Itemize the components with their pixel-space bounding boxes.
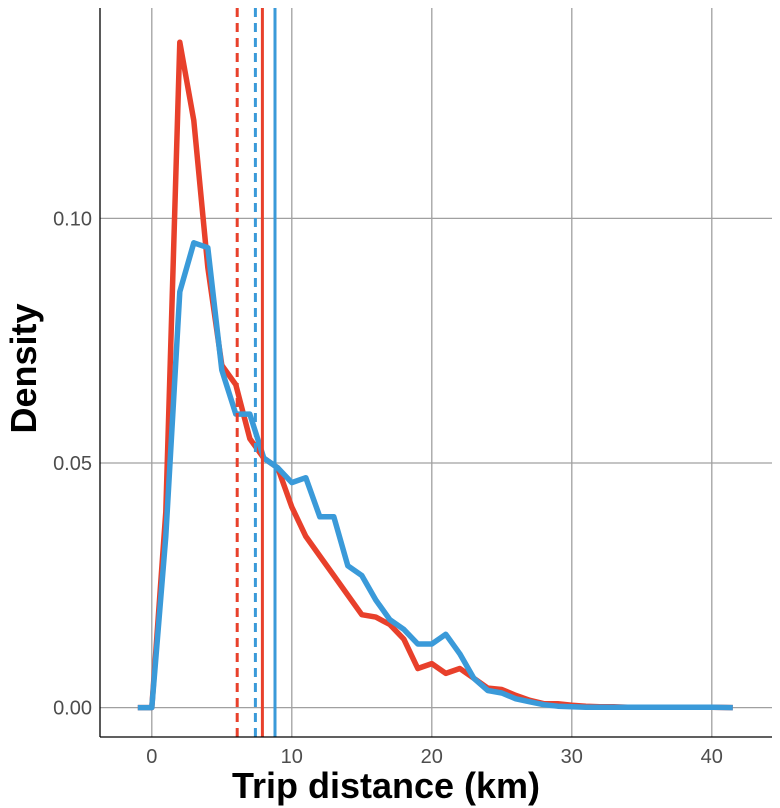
x-tick-label: 20 <box>421 746 443 768</box>
axes <box>99 8 772 738</box>
y-tick-label: 0.00 <box>53 698 92 720</box>
x-axis-title: Trip distance (km) <box>232 765 540 806</box>
tick-labels: 0 10 20 30 40 0.00 0.05 0.10 <box>53 208 723 768</box>
x-tick-label: 0 <box>146 746 157 768</box>
grid <box>100 8 772 737</box>
series-lines <box>137 39 733 711</box>
x-tick-label: 10 <box>281 746 303 768</box>
series-line-1 <box>137 39 733 711</box>
y-tick-label: 0.05 <box>53 453 92 475</box>
y-axis-title: Density <box>3 303 44 433</box>
x-tick-label: 40 <box>701 746 723 768</box>
y-tick-label: 0.10 <box>53 208 92 230</box>
x-tick-label: 30 <box>561 746 583 768</box>
series-line-2 <box>137 240 733 711</box>
reference-lines <box>235 8 277 737</box>
